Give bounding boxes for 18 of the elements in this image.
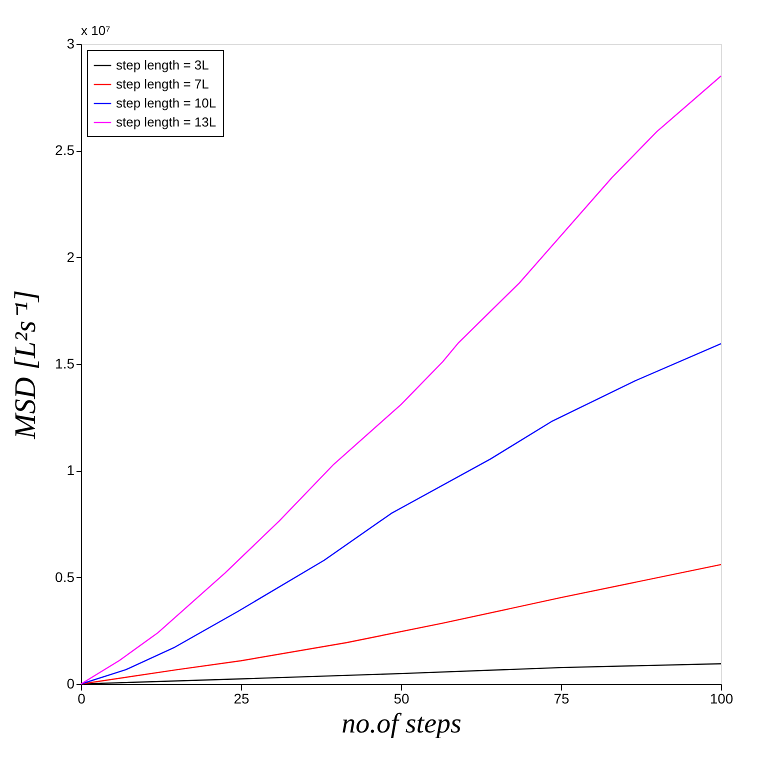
x-tick-label: 50 (394, 690, 410, 706)
x-tick-label: 25 (234, 690, 250, 706)
y-tick-label: 3 (66, 36, 75, 52)
x-tick-label: 100 (710, 690, 734, 706)
legend-label: step length = 3L (116, 58, 209, 72)
x-tick-label: 0 (78, 690, 86, 706)
text: x 10⁷ (81, 23, 111, 38)
legend-label: step length = 7L (116, 76, 209, 92)
y-tick-label: 1 (66, 462, 75, 478)
y-tick-label: 0.5 (55, 568, 75, 585)
y-tick-label: 2.5 (55, 142, 75, 158)
x-tick-label: 75 (554, 690, 570, 706)
y-tick-label: 1.5 (55, 356, 75, 372)
y-tick-label: 0 (66, 676, 75, 692)
y-tick-label: 2 (66, 248, 75, 265)
y-axis-title: MSD [L²s⁻¹] (9, 290, 42, 440)
legend-label: step length = 13L (116, 114, 216, 130)
legend-label: step length = 10L (116, 96, 216, 110)
